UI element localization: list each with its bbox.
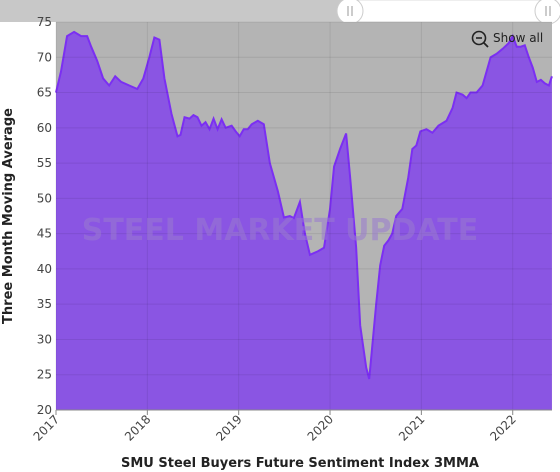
y-tick-label: 25 [37, 368, 52, 382]
area-line [55, 30, 553, 380]
x-tick-label: 2020 [305, 412, 336, 443]
x-tick-label: 2021 [396, 412, 427, 443]
y-tick-label: 40 [37, 262, 52, 276]
zoom-icon [471, 30, 487, 46]
y-tick-label: 50 [37, 191, 52, 205]
y-tick-label: 20 [37, 403, 52, 417]
zoom-icon [483, 42, 489, 48]
watermark: STEEL MARKET UPDATE [82, 213, 479, 248]
navigator-track [0, 0, 350, 22]
x-tick-label: 2019 [213, 412, 244, 443]
area-fill [56, 31, 552, 410]
x-tick-label: 2022 [487, 412, 518, 443]
y-tick-label: 75 [37, 15, 52, 29]
navigator-handle[interactable] [336, 0, 364, 25]
y-axis-title: Three Month Moving Average [1, 108, 16, 324]
navigator-handle[interactable] [534, 0, 560, 25]
y-tick-label: 55 [37, 156, 52, 170]
x-axis-title: SMU Steel Buyers Future Sentiment Index … [121, 456, 479, 471]
y-tick-label: 45 [37, 227, 52, 241]
y-tick-label: 60 [37, 121, 52, 135]
y-tick-label: 65 [37, 86, 52, 100]
y-tick-label: 35 [37, 297, 52, 311]
y-tick-label: 30 [37, 332, 52, 346]
y-tick-label: 70 [37, 50, 52, 64]
plot [55, 22, 553, 410]
button-label[interactable]: Show all [493, 31, 543, 45]
x-tick-label: 2018 [122, 412, 153, 443]
show-all-button[interactable]: Show all [471, 30, 544, 48]
x-tick-label: 2017 [31, 412, 62, 443]
navigator-window[interactable] [349, 0, 549, 23]
